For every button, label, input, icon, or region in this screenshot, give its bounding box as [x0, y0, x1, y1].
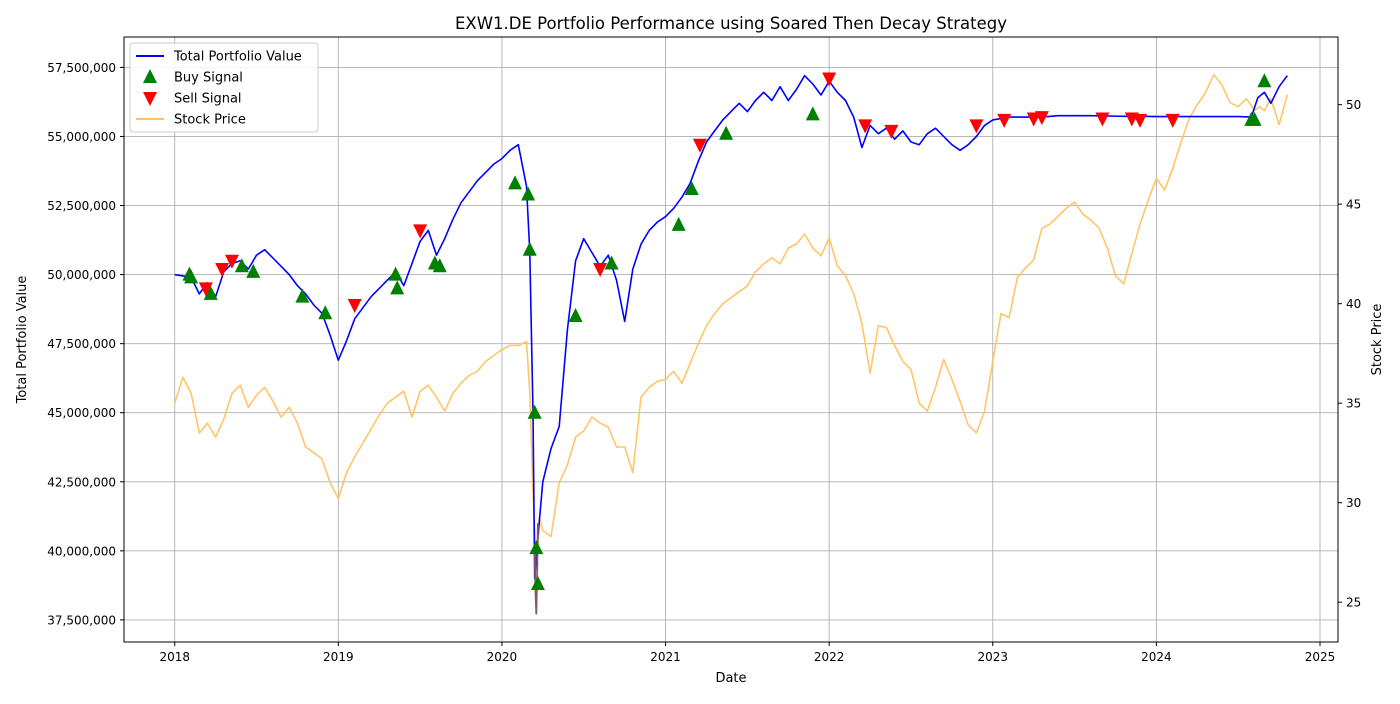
- buy-signal-marker: [671, 216, 686, 231]
- sell-signal-marker: [822, 72, 837, 87]
- buy-signal-marker: [521, 186, 536, 201]
- y-tick-label: 52,500,000: [47, 199, 116, 213]
- chart-title: EXW1.DE Portfolio Performance using Soar…: [455, 14, 1007, 33]
- sell-signal-marker: [884, 124, 899, 139]
- buy-signal-marker: [527, 404, 542, 419]
- buy-signal-marker: [1257, 73, 1272, 88]
- x-tick-label: 2021: [650, 650, 681, 664]
- x-tick-label: 2023: [978, 650, 1009, 664]
- portfolio-value-layer: [174, 74, 1288, 615]
- portfolio-value-line: [174, 74, 1288, 580]
- sell-signal-marker: [1133, 113, 1148, 128]
- y-tick-label: 42,500,000: [47, 475, 116, 489]
- buy-signal-marker: [530, 575, 545, 590]
- y-tick-label: 47,500,000: [47, 337, 116, 351]
- buy-signal-marker: [203, 285, 218, 300]
- x-tick-label: 2022: [814, 650, 845, 664]
- plot-frame: [123, 36, 1339, 643]
- sell-signal-marker: [969, 119, 984, 134]
- sell-signal-marker: [1026, 112, 1041, 127]
- y-tick-label: 50,000,000: [47, 268, 116, 282]
- buy-signal-marker: [246, 263, 261, 278]
- x-tick-label: 2019: [323, 650, 354, 664]
- y2-tick-label: 40: [1346, 297, 1361, 311]
- sell-signal-marker: [692, 138, 707, 153]
- sell-signal-marker: [593, 263, 608, 278]
- x-axis-title: Date: [715, 671, 746, 686]
- x-tick-label: 2020: [487, 650, 518, 664]
- y2-tick-label: 25: [1346, 596, 1361, 610]
- sell-signal-marker: [1095, 112, 1110, 127]
- sell-signal-marker: [1034, 111, 1049, 126]
- y2-axis-title: Stock Price: [1370, 304, 1385, 376]
- y-axis-title: Total Portfolio Value: [15, 276, 30, 405]
- buy-signal-marker: [318, 305, 333, 320]
- y2-tick-label: 45: [1346, 198, 1361, 212]
- sell-signal-marker: [1165, 113, 1180, 128]
- x-tick-label: 2018: [159, 650, 190, 664]
- sell-signal-marker: [224, 254, 239, 269]
- legend-label: Sell Signal: [174, 92, 242, 107]
- buy-signal-marker: [805, 106, 820, 121]
- legend-label: Stock Price: [174, 113, 246, 128]
- y-tick-label: 57,500,000: [47, 61, 116, 75]
- sell-signal-marker: [997, 113, 1012, 128]
- buy-signal-marker: [604, 255, 619, 270]
- sell-signal-marker: [347, 298, 362, 313]
- buy-signal-marker: [184, 269, 199, 284]
- stock-price-layer: [173, 74, 1289, 572]
- buy-signal-marker: [234, 258, 249, 273]
- buy-signal-marker: [508, 175, 523, 190]
- y2-tick-label: 30: [1346, 496, 1361, 510]
- crash-segment-line: [533, 523, 539, 615]
- legend: Total Portfolio Value Buy Signal Sell Sign…: [129, 42, 319, 133]
- stock-price-line: [173, 74, 1289, 572]
- grid-layer: [124, 37, 1338, 642]
- sell-signal-marker: [858, 119, 873, 134]
- y2-tick-label: 50: [1346, 98, 1361, 112]
- sell-signal-marker: [215, 263, 230, 278]
- x-tick-label: 2025: [1305, 650, 1336, 664]
- sell-signal-marker: [413, 224, 428, 239]
- legend-swatch-buy: [143, 69, 157, 83]
- y-tick-label: 45,000,000: [47, 406, 116, 420]
- buy-signal-marker: [568, 308, 583, 323]
- legend-label: Buy Signal: [174, 71, 243, 86]
- y-tick-label: 55,000,000: [47, 130, 116, 144]
- buy-signal-marker: [1247, 111, 1262, 126]
- y-tick-label: 40,000,000: [47, 544, 116, 558]
- legend-label: Total Portfolio Value: [173, 50, 302, 65]
- buy-signal-marker: [719, 125, 734, 140]
- buy-signal-marker: [684, 180, 699, 195]
- y-tick-label: 37,500,000: [47, 613, 116, 627]
- x-tick-label: 2024: [1141, 650, 1172, 664]
- buy-signal-marker: [295, 288, 310, 303]
- tick-layer: 2018 2019 2020 2021 2022 2023 2024 2025 37,500,0…: [47, 61, 1361, 664]
- buy-signal-marker: [388, 266, 403, 281]
- buy-signal-marker: [390, 280, 405, 295]
- y2-tick-label: 35: [1346, 397, 1361, 411]
- legend-box: [129, 42, 319, 133]
- buy-signal-marker: [432, 258, 447, 273]
- legend-swatch-sell: [143, 92, 157, 106]
- buy-signal-marker: [522, 241, 537, 256]
- signal-marker-layer: [182, 72, 1272, 590]
- sell-signal-marker: [198, 282, 213, 297]
- buy-signal-marker: [529, 540, 544, 555]
